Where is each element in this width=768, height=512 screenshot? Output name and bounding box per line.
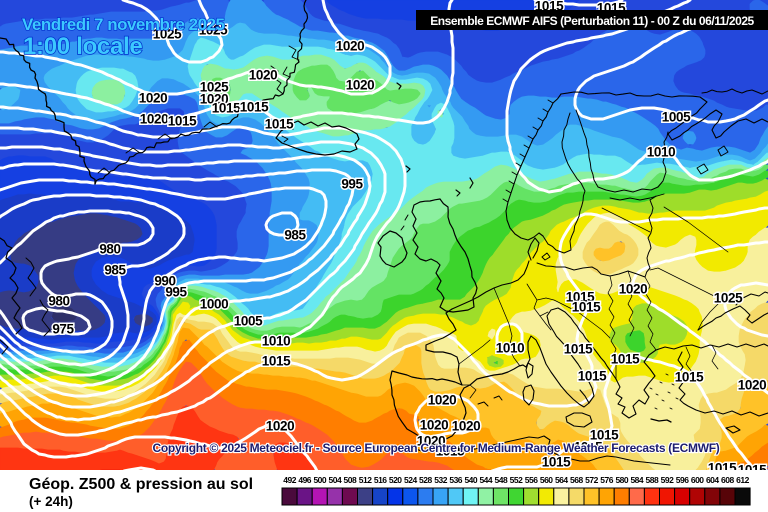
svg-text:1020: 1020 bbox=[200, 92, 228, 107]
svg-text:1020: 1020 bbox=[346, 78, 374, 93]
svg-text:1020: 1020 bbox=[738, 378, 766, 393]
svg-text:1015: 1015 bbox=[611, 352, 640, 367]
svg-text:1015: 1015 bbox=[566, 290, 595, 305]
svg-text:Copyright © 2025 Meteociel.fr: Copyright © 2025 Meteociel.fr - Source E… bbox=[153, 441, 720, 455]
svg-text:1010: 1010 bbox=[496, 341, 524, 356]
svg-text:1015: 1015 bbox=[572, 300, 601, 315]
svg-text:985: 985 bbox=[104, 263, 126, 278]
svg-text:1015: 1015 bbox=[212, 101, 241, 116]
svg-text:612: 612 bbox=[736, 475, 749, 485]
svg-text:1010: 1010 bbox=[262, 334, 290, 349]
svg-text:1025: 1025 bbox=[199, 23, 228, 38]
svg-text:1020: 1020 bbox=[420, 418, 448, 433]
svg-text:1000: 1000 bbox=[200, 297, 228, 312]
svg-text:556: 556 bbox=[525, 475, 538, 485]
svg-text:1015: 1015 bbox=[578, 369, 607, 384]
svg-text:1015: 1015 bbox=[542, 455, 571, 470]
svg-text:1020: 1020 bbox=[452, 419, 480, 434]
svg-text:564: 564 bbox=[555, 475, 568, 485]
svg-text:1025: 1025 bbox=[714, 291, 743, 306]
svg-text:1015: 1015 bbox=[265, 117, 294, 132]
svg-text:512: 512 bbox=[359, 475, 372, 485]
svg-text:604: 604 bbox=[706, 475, 719, 485]
svg-text:1:00 locale: 1:00 locale bbox=[23, 33, 142, 60]
svg-text:990: 990 bbox=[154, 274, 175, 289]
svg-text:1020: 1020 bbox=[140, 112, 168, 127]
svg-text:608: 608 bbox=[721, 475, 734, 485]
svg-text:1015: 1015 bbox=[436, 444, 465, 459]
svg-text:985: 985 bbox=[284, 228, 306, 243]
svg-text:Géop. Z500 & pression au sol: Géop. Z500 & pression au sol bbox=[29, 476, 253, 493]
svg-text:975: 975 bbox=[52, 322, 74, 337]
svg-text:995: 995 bbox=[165, 285, 187, 300]
svg-text:504: 504 bbox=[329, 475, 342, 485]
svg-text:980: 980 bbox=[99, 242, 120, 257]
svg-text:1015: 1015 bbox=[564, 342, 593, 357]
svg-text:1020: 1020 bbox=[417, 434, 445, 449]
svg-text:544: 544 bbox=[479, 475, 492, 485]
svg-text:(+ 24h): (+ 24h) bbox=[29, 494, 73, 509]
svg-text:1020: 1020 bbox=[619, 282, 647, 297]
svg-text:588: 588 bbox=[646, 475, 659, 485]
svg-text:548: 548 bbox=[495, 475, 508, 485]
svg-text:Vendredi 7 novembre 2025: Vendredi 7 novembre 2025 bbox=[22, 15, 225, 34]
svg-text:568: 568 bbox=[570, 475, 583, 485]
svg-text:1020: 1020 bbox=[266, 419, 294, 434]
svg-text:1015: 1015 bbox=[675, 370, 704, 385]
svg-text:520: 520 bbox=[389, 475, 402, 485]
svg-text:584: 584 bbox=[630, 475, 643, 485]
svg-text:596: 596 bbox=[676, 475, 689, 485]
svg-text:500: 500 bbox=[313, 475, 326, 485]
svg-text:592: 592 bbox=[661, 475, 674, 485]
svg-text:516: 516 bbox=[374, 475, 387, 485]
svg-text:1020: 1020 bbox=[428, 393, 456, 408]
svg-text:1020: 1020 bbox=[249, 68, 277, 83]
svg-text:995: 995 bbox=[341, 177, 363, 192]
svg-text:1015: 1015 bbox=[168, 114, 197, 129]
svg-text:536: 536 bbox=[449, 475, 462, 485]
svg-text:1020: 1020 bbox=[336, 39, 364, 54]
svg-text:532: 532 bbox=[434, 475, 447, 485]
svg-text:1015: 1015 bbox=[590, 428, 619, 443]
svg-text:560: 560 bbox=[540, 475, 553, 485]
svg-text:1015: 1015 bbox=[240, 100, 269, 115]
svg-text:576: 576 bbox=[600, 475, 613, 485]
svg-text:524: 524 bbox=[404, 475, 417, 485]
svg-text:980: 980 bbox=[48, 294, 69, 309]
svg-text:580: 580 bbox=[615, 475, 628, 485]
svg-text:1005: 1005 bbox=[234, 314, 263, 329]
svg-text:1025: 1025 bbox=[200, 80, 229, 95]
svg-text:540: 540 bbox=[464, 475, 477, 485]
svg-text:1010: 1010 bbox=[647, 145, 675, 160]
svg-text:572: 572 bbox=[585, 475, 598, 485]
svg-text:1005: 1005 bbox=[662, 110, 691, 125]
svg-text:Ensemble ECMWF AIFS (Perturba: Ensemble ECMWF AIFS (Perturbation 11) - … bbox=[430, 14, 754, 28]
svg-text:1025: 1025 bbox=[153, 27, 182, 42]
svg-text:492: 492 bbox=[283, 475, 296, 485]
svg-text:1015: 1015 bbox=[574, 440, 603, 455]
svg-text:552: 552 bbox=[510, 475, 523, 485]
svg-text:1020: 1020 bbox=[139, 91, 167, 106]
svg-text:600: 600 bbox=[691, 475, 704, 485]
svg-text:508: 508 bbox=[344, 475, 357, 485]
svg-text:1015: 1015 bbox=[262, 354, 291, 369]
svg-text:496: 496 bbox=[298, 475, 311, 485]
svg-text:528: 528 bbox=[419, 475, 432, 485]
